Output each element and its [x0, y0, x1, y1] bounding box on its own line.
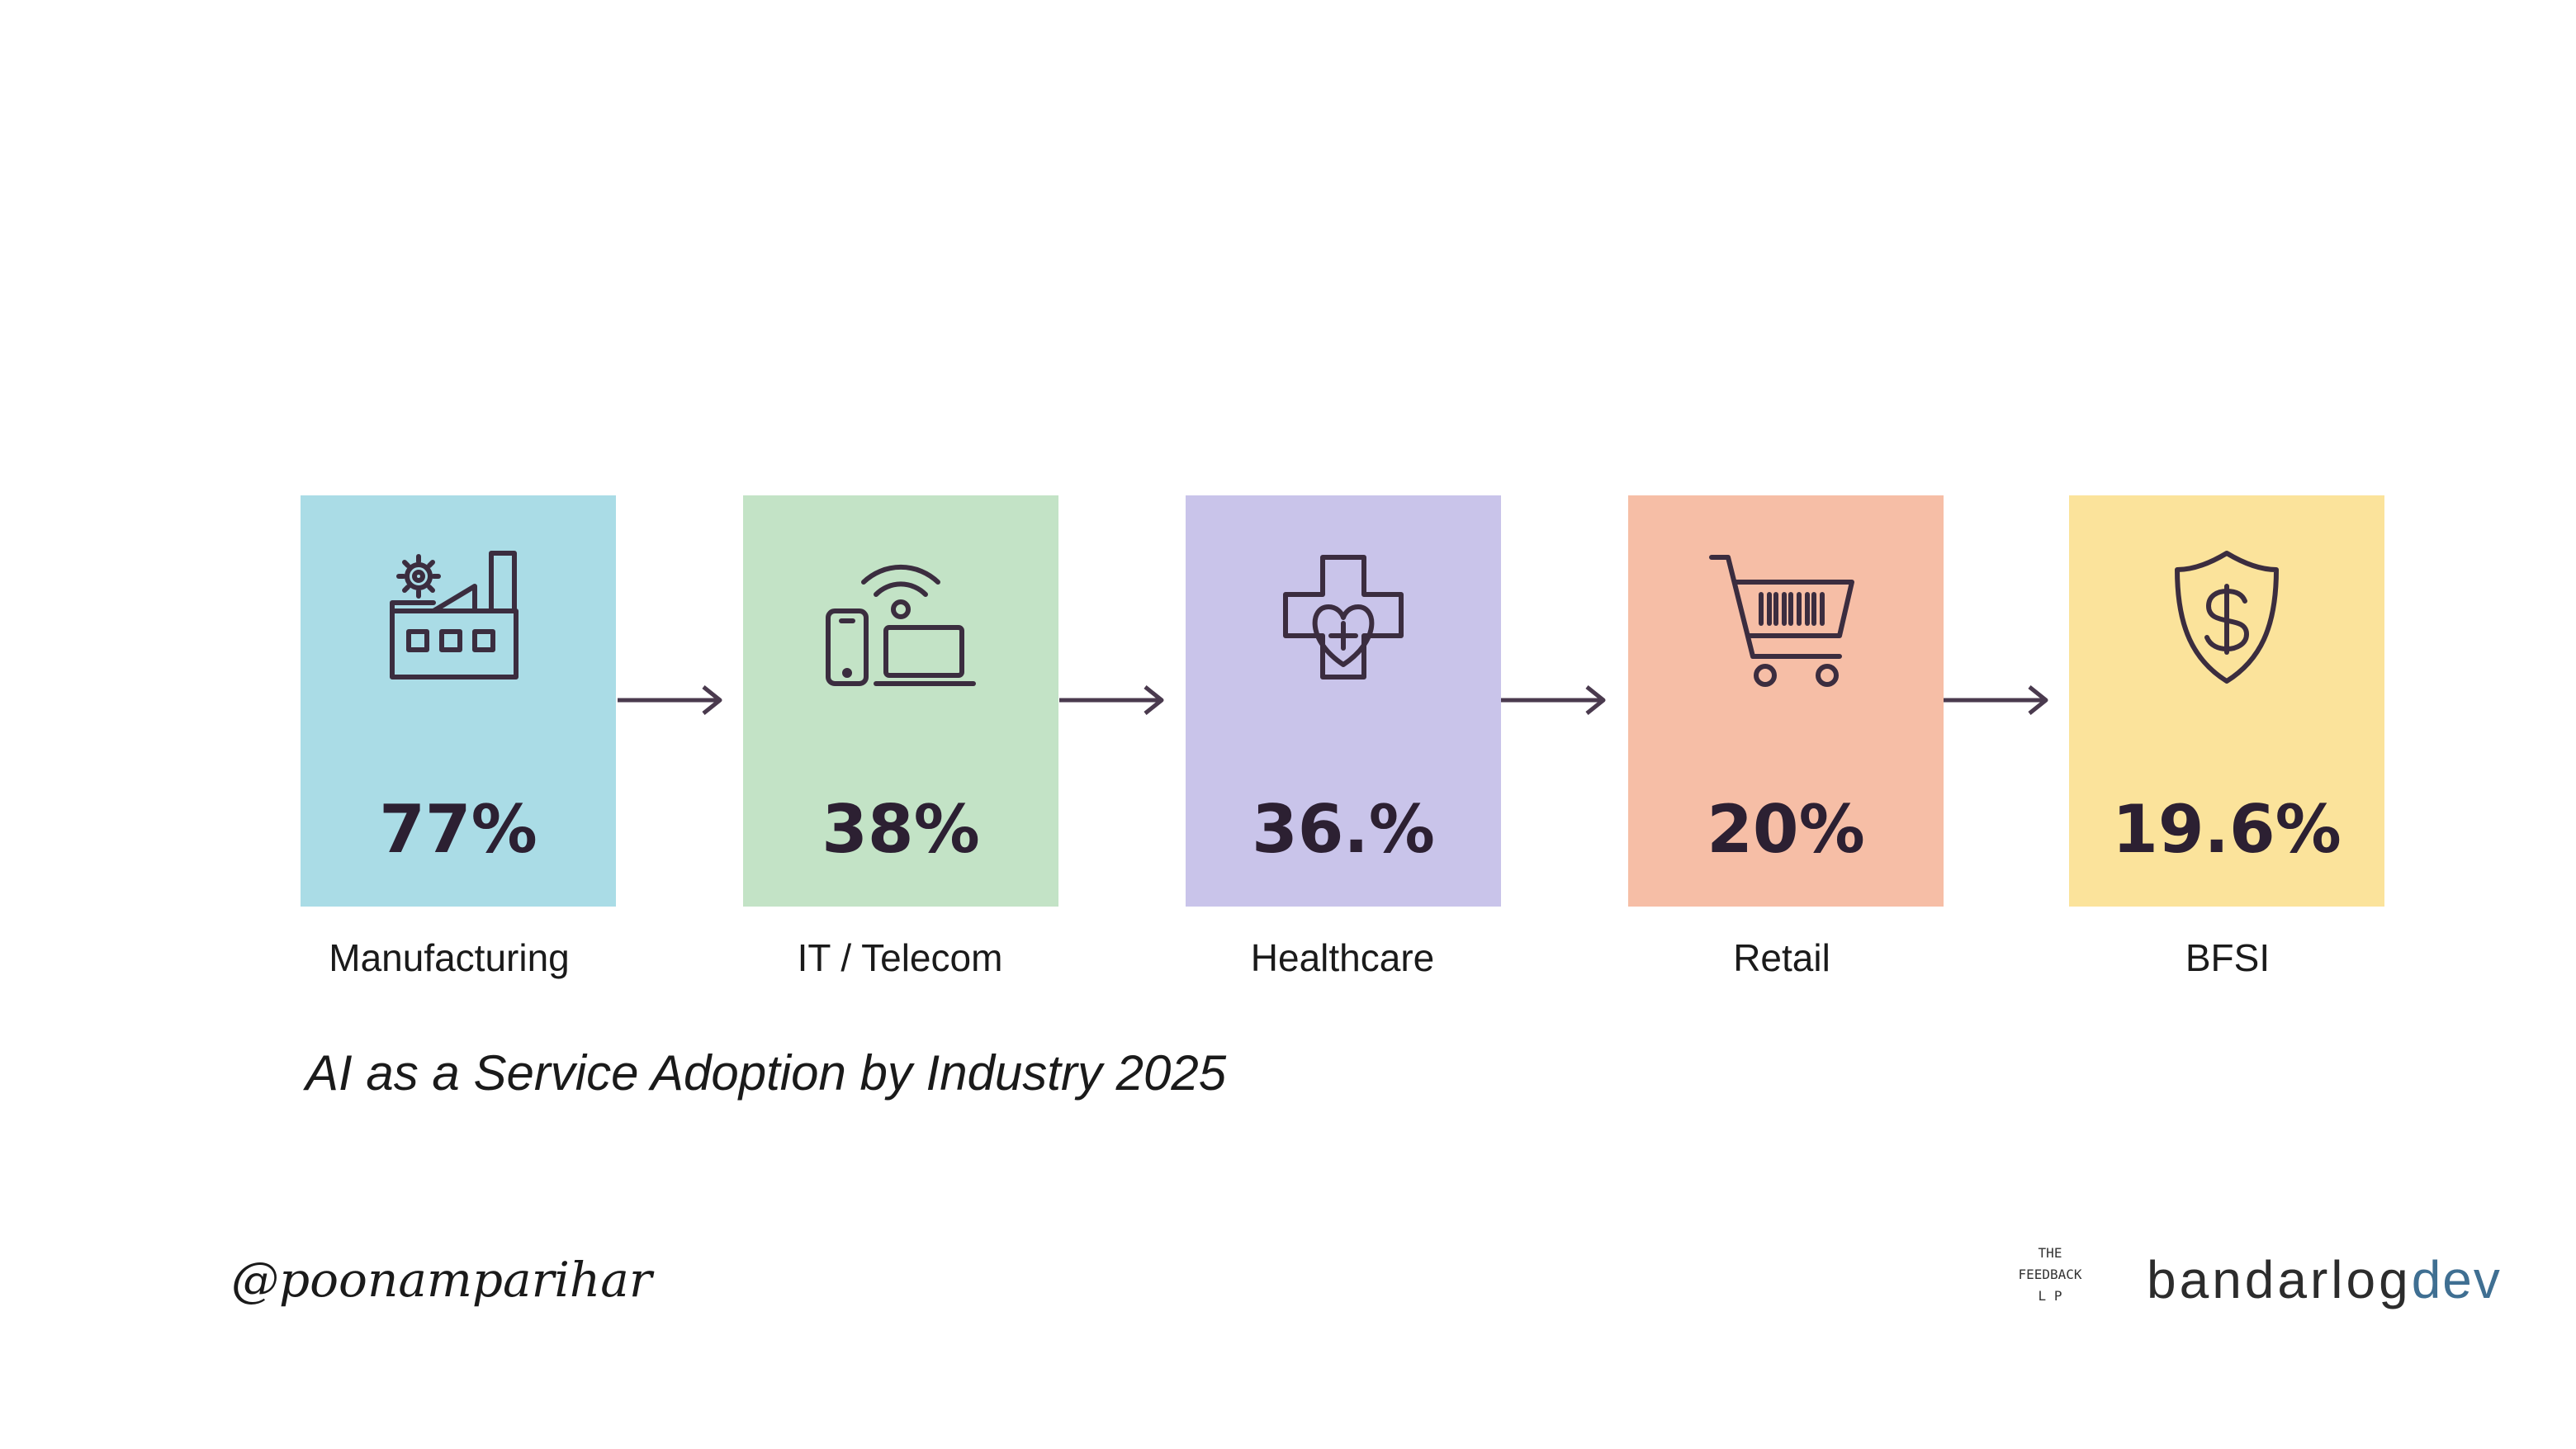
category-label: Manufacturing	[329, 936, 570, 979]
card-it-telecom: 38%	[743, 495, 1058, 907]
card-manufacturing: 77%	[301, 495, 616, 907]
value-label: 38%	[822, 791, 980, 868]
card-healthcare: 36.%	[1186, 495, 1501, 907]
chart-title: AI as a Service Adoption by Industry 202…	[305, 1045, 1227, 1101]
feedback-loop-logo: THE FEEDBACK L P	[2005, 1243, 2095, 1317]
category-label: BFSI	[2185, 936, 2271, 979]
author-handle: @poonamparihar	[231, 1252, 652, 1308]
value-label: 36.%	[1252, 791, 1435, 868]
category-label: Retail	[1733, 936, 1830, 979]
arrow-icon	[1059, 685, 1164, 715]
logo-line: THE	[2038, 1245, 2062, 1261]
arrow-icon	[1501, 685, 1606, 715]
arrow-icon	[618, 685, 722, 715]
value-label: 77%	[379, 791, 537, 868]
card-bfsi: 19.6%	[2069, 495, 2384, 907]
medical-cross-heart-icon	[1186, 545, 1501, 694]
brand-suffix: dev	[2411, 1250, 2502, 1309]
category-label: IT / Telecom	[797, 936, 1003, 979]
shield-dollar-icon	[2069, 545, 2384, 694]
value-label: 20%	[1707, 791, 1865, 868]
arrow-icon	[1944, 685, 2048, 715]
brand-main: bandarlog	[2147, 1250, 2412, 1309]
factory-icon	[301, 545, 616, 694]
logo-line: FEEDBACK	[2018, 1267, 2082, 1282]
value-label: 19.6%	[2112, 791, 2342, 868]
devices-wifi-icon	[743, 545, 1058, 694]
shopping-cart-icon	[1628, 545, 1944, 694]
category-label: Healthcare	[1250, 936, 1435, 979]
brand-logo: bandarlogdev	[2147, 1243, 2502, 1317]
logo-line: L P	[2038, 1288, 2062, 1304]
card-retail: 20%	[1628, 495, 1944, 907]
